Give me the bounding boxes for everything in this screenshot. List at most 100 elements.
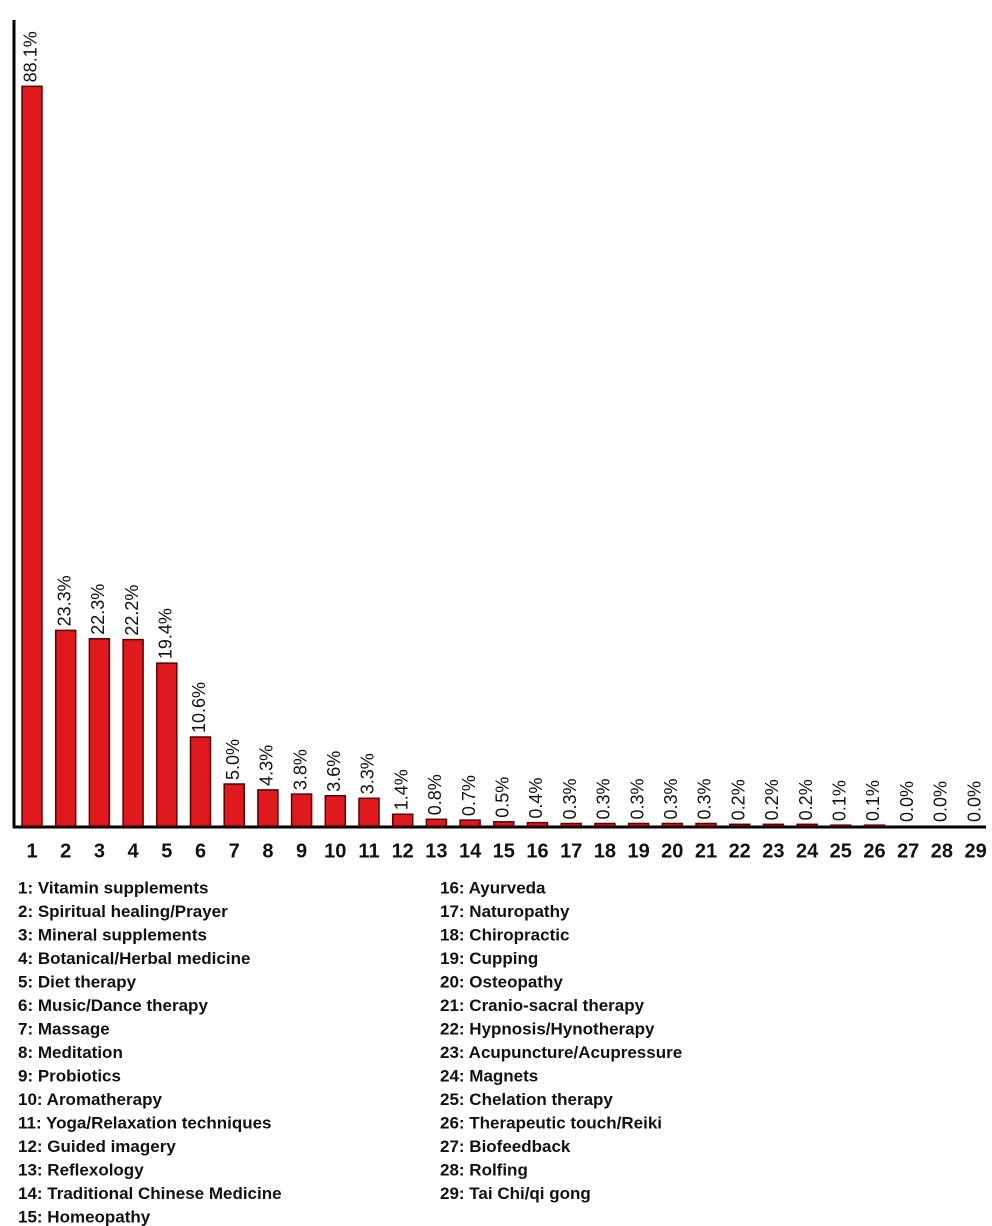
value-label: 0.1% [863, 780, 883, 821]
legend-item: 6: Music/Dance therapy [18, 996, 208, 1015]
value-label: 4.3% [257, 745, 277, 786]
value-label: 0.5% [493, 777, 513, 818]
value-label: 3.6% [324, 751, 344, 792]
x-tick-label: 14 [459, 840, 482, 862]
value-label: 3.8% [290, 749, 310, 790]
x-tick-label: 29 [964, 840, 986, 862]
legend-item: 16: Ayurveda [440, 878, 546, 897]
x-tick-label: 20 [661, 840, 683, 862]
x-tick-label: 4 [128, 840, 140, 862]
value-label: 0.2% [796, 779, 816, 820]
bar [324, 795, 347, 827]
bar [526, 821, 549, 827]
value-label: 0.0% [931, 781, 951, 822]
legend-item: 13: Reflexology [18, 1160, 144, 1179]
legend-item: 21: Cranio-sacral therapy [440, 996, 645, 1015]
legend-item: 5: Diet therapy [18, 972, 137, 991]
x-tick-label: 13 [425, 840, 447, 862]
bar [358, 797, 380, 827]
value-label: 0.8% [425, 774, 445, 815]
value-label: 10.6% [189, 682, 209, 733]
value-label: 0.3% [661, 778, 681, 819]
x-tick-label: 10 [324, 840, 346, 862]
x-tick-label: 3 [94, 840, 105, 862]
legend-item: 19: Cupping [440, 949, 538, 968]
x-tick-label: 25 [830, 840, 852, 862]
bar [627, 822, 650, 827]
value-label: 0.0% [964, 781, 984, 822]
legend-item: 10: Aromatherapy [18, 1090, 162, 1109]
legend-item: 9: Probiotics [18, 1066, 121, 1085]
x-tick-label: 2 [60, 840, 71, 862]
legend-item: 2: Spiritual healing/Prayer [18, 902, 228, 921]
bar [661, 822, 684, 827]
bar [54, 629, 77, 827]
legend-item: 29: Tai Chi/qi gong [440, 1184, 591, 1203]
x-tick-label: 21 [695, 840, 717, 862]
legend-item: 26: Therapeutic touch/Reiki [440, 1113, 662, 1132]
value-label: 0.2% [762, 779, 782, 820]
legend-item: 17: Naturopathy [440, 902, 570, 921]
x-tick-label: 22 [729, 840, 751, 862]
bar [863, 824, 886, 827]
bar [830, 824, 852, 827]
x-tick-label: 7 [229, 840, 240, 862]
x-tick-label: 1 [26, 840, 37, 862]
legend-item: 1: Vitamin supplements [18, 878, 209, 897]
x-tick-label: 28 [931, 840, 953, 862]
value-label: 88.1% [21, 31, 41, 82]
legend-item: 23: Acupuncture/Acupressure [440, 1043, 682, 1062]
legend-item: 11: Yoga/Relaxation techniques [18, 1113, 272, 1132]
x-tick-label: 19 [627, 840, 649, 862]
x-tick-label: 5 [161, 840, 172, 862]
legend-item: 8: Meditation [18, 1043, 123, 1062]
legend-item: 15: Homeopathy [18, 1207, 151, 1226]
x-tick-label: 15 [493, 840, 515, 862]
value-label: 0.1% [830, 780, 850, 821]
x-tick-label: 16 [526, 840, 548, 862]
value-label: 3.3% [358, 753, 378, 794]
x-tick-label: 8 [262, 840, 273, 862]
bar [189, 736, 212, 827]
value-label: 0.3% [627, 778, 647, 819]
value-label: 0.3% [560, 778, 580, 819]
x-tick-label: 24 [796, 840, 819, 862]
bar [493, 821, 515, 827]
legend-item: 7: Massage [18, 1019, 110, 1038]
value-label: 19.4% [156, 608, 176, 659]
value-label: 0.3% [594, 778, 614, 819]
legend-item: 14: Traditional Chinese Medicine [18, 1184, 282, 1203]
bar [122, 638, 144, 827]
value-label: 0.3% [695, 778, 715, 819]
bar [796, 823, 818, 827]
legend-item: 24: Magnets [440, 1066, 538, 1085]
bar [695, 822, 717, 827]
x-tick-label: 18 [594, 840, 616, 862]
legend-item: 4: Botanical/Herbal medicine [18, 949, 250, 968]
value-label: 0.0% [897, 781, 917, 822]
legend-item: 22: Hypnosis/Hynotherapy [440, 1019, 655, 1038]
value-label: 22.2% [122, 585, 142, 636]
x-tick-label: 11 [358, 840, 379, 862]
legend-item: 28: Rolfing [440, 1160, 528, 1179]
x-tick-label: 17 [560, 840, 582, 862]
value-label: 1.4% [391, 769, 411, 810]
bar [762, 823, 785, 827]
legend-item: 3: Mineral supplements [18, 925, 207, 944]
bar [425, 818, 448, 827]
x-tick-label: 6 [195, 840, 206, 862]
value-label: 0.4% [526, 778, 546, 819]
bar [223, 783, 245, 827]
legend-item: 25: Chelation therapy [440, 1090, 613, 1109]
value-label: 22.3% [88, 584, 108, 635]
bar [290, 793, 313, 827]
bar [391, 813, 414, 827]
bar [88, 638, 111, 827]
legend-item: 27: Biofeedback [440, 1137, 571, 1156]
x-tick-label: 9 [296, 840, 307, 862]
bar [594, 822, 616, 827]
value-label: 0.7% [459, 775, 479, 816]
legend-item: 18: Chiropractic [440, 925, 569, 944]
value-label: 5.0% [223, 739, 243, 780]
